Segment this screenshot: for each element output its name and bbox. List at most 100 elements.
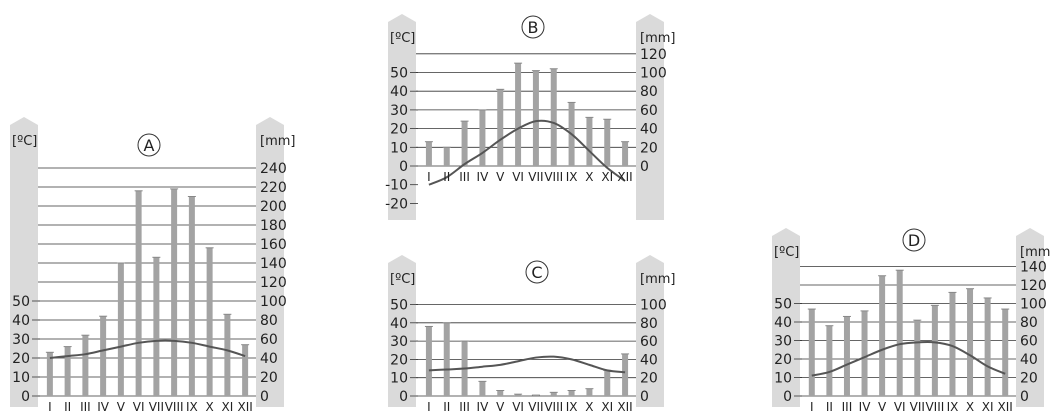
precip-bar (242, 344, 249, 396)
precip-bar (153, 257, 160, 396)
precip-bar (117, 263, 124, 396)
month-label: IX (186, 400, 198, 414)
precip-bar (171, 188, 178, 396)
month-label: I (48, 400, 52, 414)
precip-tick-label: 120 (640, 47, 667, 63)
precip-tick-label: 120 (1020, 278, 1047, 294)
month-label: VI (512, 400, 524, 414)
temperature-line (428, 355, 626, 374)
precip-bar (586, 117, 593, 166)
climate-chart-b: [ºC] [mm] B 0 20 40 60 80 100 120 -20 -10 0 10 20 30 40 5… (385, 14, 675, 220)
precip-bar (188, 196, 195, 396)
precip-bar (479, 109, 486, 166)
month-label: VIII (925, 400, 944, 414)
precip-bar (604, 370, 611, 396)
precip-tick-label: 20 (640, 140, 658, 156)
precip-bar (550, 392, 557, 396)
title-circle (137, 133, 161, 157)
temp-tick-label: 50 (774, 297, 792, 313)
month-label: IV (477, 400, 490, 414)
climate-chart-a: [ºC] [mm]A0204060801001201401601802002202… (10, 117, 295, 414)
precip-bar (568, 390, 575, 396)
precip-bar (443, 322, 450, 396)
month-label: X (966, 400, 974, 414)
temp-tick-label: 20 (12, 351, 30, 367)
title-circle (902, 228, 926, 252)
precip-bar (515, 63, 522, 166)
precip-tick-label: 0 (640, 389, 649, 405)
month-label: V (496, 170, 505, 184)
temp-tick-label: 30 (12, 332, 30, 348)
precip-bar (224, 314, 231, 396)
month-label: II (64, 400, 71, 414)
temp-tick-label: 50 (390, 66, 408, 82)
chart-title: B (528, 18, 539, 37)
precip-bar (808, 309, 815, 396)
right-axis-panel (636, 14, 664, 220)
precip-tick-label: 0 (640, 159, 649, 175)
precip-bar (100, 316, 107, 396)
precip-tick-label: 120 (260, 275, 287, 291)
precip-bar (497, 89, 504, 166)
title-circle (525, 260, 549, 284)
precip-tick-label: 100 (260, 294, 287, 310)
month-label: XII (237, 400, 252, 414)
y2-axis-unit-label: [mm] (640, 272, 675, 287)
precip-tick-label: 40 (640, 352, 658, 368)
precip-tick-label: 60 (260, 332, 278, 348)
right-axis-panel (636, 255, 664, 407)
month-label: IX (947, 400, 959, 414)
right-axis-panel (1016, 228, 1044, 407)
precip-bar (967, 288, 974, 396)
precip-bar (82, 335, 89, 396)
precip-bar (497, 390, 504, 396)
precip-bar (622, 141, 629, 166)
month-label: V (878, 400, 887, 414)
precip-bar (622, 353, 629, 396)
precip-bar (861, 310, 868, 396)
month-label: VII (528, 170, 543, 184)
temperature-line (428, 119, 626, 186)
precip-bar (425, 326, 432, 396)
left-axis-panel (388, 14, 416, 220)
chart-title: A (144, 136, 155, 155)
precip-bar (425, 141, 432, 166)
precip-bar (1002, 309, 1009, 396)
month-label: X (585, 170, 593, 184)
month-label: XII (617, 170, 632, 184)
precip-bar (984, 297, 991, 396)
precip-tick-label: 220 (260, 180, 287, 196)
month-label: XI (601, 170, 613, 184)
month-label: II (826, 400, 833, 414)
y2-axis-unit-label: [mm] (640, 31, 675, 46)
precip-tick-label: 200 (260, 199, 287, 215)
precip-tick-label: 100 (1020, 297, 1047, 313)
month-label: VII (910, 400, 925, 414)
precip-tick-label: 80 (640, 316, 658, 332)
precip-bar (843, 316, 850, 396)
precip-tick-label: 240 (260, 161, 287, 177)
precip-tick-label: 80 (640, 84, 658, 100)
precip-bar (826, 325, 833, 396)
precip-tick-label: 60 (640, 334, 658, 350)
temp-tick-label: -10 (385, 178, 408, 194)
temp-tick-label: 0 (783, 389, 792, 405)
month-label: XI (982, 400, 994, 414)
month-label: I (427, 170, 431, 184)
right-axis-panel (256, 117, 284, 407)
temp-tick-label: 10 (774, 371, 792, 387)
month-label: IX (566, 170, 578, 184)
y-axis-unit-label: [ºC] (390, 272, 415, 287)
precip-tick-label: 20 (260, 370, 278, 386)
month-label: III (80, 400, 91, 414)
month-label: VI (133, 400, 145, 414)
left-axis-panel (388, 255, 416, 407)
precip-tick-label: 20 (640, 371, 658, 387)
month-label: II (443, 170, 450, 184)
precip-tick-label: 80 (1020, 315, 1038, 331)
month-label: III (459, 170, 470, 184)
temp-tick-label: 20 (390, 122, 408, 138)
precip-bar (64, 346, 71, 396)
month-label: XI (221, 400, 233, 414)
